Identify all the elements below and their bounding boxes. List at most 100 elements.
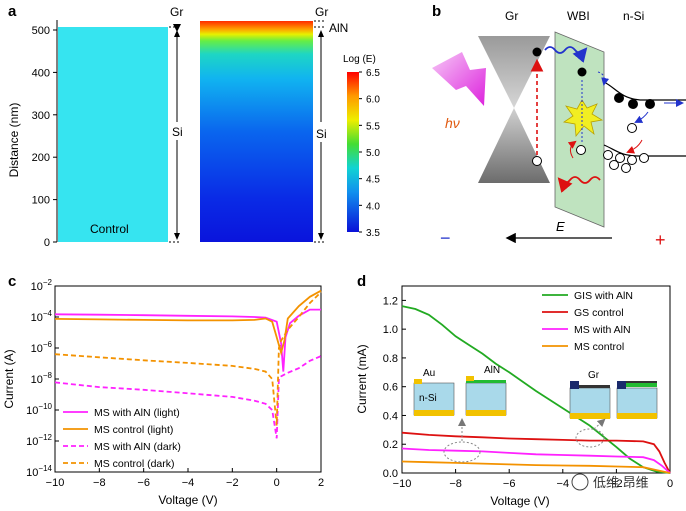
plot-d-legend-label: GIS with AlN <box>574 290 633 302</box>
plot-c-ytick-label: 10−4 <box>31 309 53 324</box>
plot-d-series-line-4 <box>401 460 671 474</box>
plot-d-legend-label: MS control <box>574 341 624 353</box>
plot-c-legend: MS with AlN (light) MS control (light) MS … <box>63 407 181 470</box>
plot-c-ylabel: Current (A) <box>2 349 16 408</box>
inset-callout-arrow-gs <box>593 418 606 430</box>
plot-d-xlabel: Voltage (V) <box>490 494 549 508</box>
plot-d-legend: GIS with AlN GS control MS with AlN MS cont… <box>542 290 633 353</box>
plot-d-series-line-3 <box>401 447 671 474</box>
plot-c-legend-label: MS with AlN (dark) <box>94 441 181 453</box>
aln-field-map <box>200 21 313 242</box>
control-si-arrowhead-top <box>174 30 180 37</box>
electron-tunnel-wave <box>544 46 588 63</box>
colorbar-tick-label: 6.0 <box>366 95 380 106</box>
label-field-e: E <box>556 219 565 234</box>
panel-a-ytick-label: 100 <box>32 195 50 207</box>
si-electron-relax-arrow <box>634 111 649 123</box>
plot-c-xtick-label: 2 <box>318 477 324 489</box>
plot-c-series-line-3 <box>54 355 322 439</box>
plot-c-series <box>54 289 322 439</box>
plot-c-legend-label: MS control (light) <box>94 424 173 436</box>
label-plus: + <box>655 230 666 250</box>
hole-wbi <box>576 145 586 155</box>
watermark-text: 低维 昂维 <box>593 475 649 490</box>
label-gr-right: Gr <box>315 5 328 19</box>
plot-d-xtick-label: −10 <box>393 478 412 490</box>
plot-d-ticks: −10 −8 −6 −4 −2 0 0.0 0.2 0.4 0.6 0.8 1.0 1.2 <box>383 295 673 490</box>
hole-si-6 <box>609 160 619 170</box>
hole-si-4 <box>627 155 637 165</box>
hole-tunnel-wave <box>557 176 601 193</box>
colorbar-tick-label: 5.5 <box>366 121 380 132</box>
inset-callout-ring-ms <box>443 441 481 463</box>
panel-a-ytick-label: 500 <box>32 25 50 37</box>
plot-d-legend-label: MS with AlN <box>574 324 631 336</box>
electron-si-3 <box>645 99 655 109</box>
plot-c-xtick-label: −4 <box>182 477 195 489</box>
label-gr-b: Gr <box>505 9 518 23</box>
hole-drift-arrow <box>567 140 577 159</box>
plot-c-ytick-label: 10−8 <box>31 371 53 386</box>
plot-d-ytick-label: 0.2 <box>383 439 398 451</box>
plot-c-ytick-label: 10−14 <box>26 464 52 479</box>
colorbar-tick-label: 6.5 <box>366 68 380 79</box>
plot-d-series-line-1 <box>401 305 671 474</box>
aln-si-arrowhead-top <box>318 30 324 37</box>
plot-c-xtick-label: −2 <box>226 477 239 489</box>
panel-a-ytick-label: 200 <box>32 152 50 164</box>
label-si-left: Si <box>172 125 183 139</box>
hole-graphene <box>532 156 542 166</box>
plot-c-series-line-2 <box>54 289 322 357</box>
plot-c-ytick-label: 10−2 <box>31 278 53 293</box>
panel-b: b Gr WBI n-Si <box>432 3 686 250</box>
colorbar-tick-label: 3.5 <box>366 228 380 239</box>
electron-wbi <box>577 67 587 77</box>
control-label: Control <box>90 222 129 236</box>
label-wbi: WBI <box>567 9 590 23</box>
si-hole-relax-arrow <box>626 139 643 154</box>
hole-si-3 <box>615 153 625 163</box>
panel-a-y-ticks: 0 100 200 300 400 500 <box>32 25 57 249</box>
inset-ms-control: Au n-Si <box>413 368 455 416</box>
plot-c-series-line-4 <box>54 291 322 426</box>
electron-si-2 <box>628 99 638 109</box>
plot-c-legend-label: MS with AlN (light) <box>94 407 180 419</box>
colorbar-tick-label: 5.0 <box>366 148 380 159</box>
plot-c-series-line-1 <box>54 308 321 372</box>
control-field-map <box>58 27 168 242</box>
electron-graphene <box>532 47 542 57</box>
hole-si-7 <box>621 163 631 173</box>
hole-si-5 <box>639 153 649 163</box>
plot-c-xtick-label: −6 <box>137 477 150 489</box>
plot-d-ytick-label: 0.8 <box>383 353 398 365</box>
panel-a: a Distance (nm) 0 100 200 300 400 500 Control… <box>7 3 380 249</box>
watermark-icon <box>571 473 589 491</box>
plot-d-xtick-label: −6 <box>503 478 516 490</box>
aln-si-arrowhead-bottom <box>318 233 324 240</box>
panel-a-ytick-label: 0 <box>44 237 50 249</box>
label-aln: AlN <box>329 21 348 35</box>
inset-callout-ring-gs <box>575 428 605 448</box>
panel-a-ytick-label: 300 <box>32 110 50 122</box>
colorbar-tick-label: 4.0 <box>366 201 380 212</box>
plot-d-ytick-label: 0.6 <box>383 382 398 394</box>
label-minus: − <box>440 228 451 248</box>
plot-c-xlabel: Voltage (V) <box>158 493 217 507</box>
hole-si-1 <box>627 123 637 133</box>
panel-c: c −10 −8 −6 −4 −2 0 2 10−14 10−12 10−10 10−8 10−6 10… <box>2 273 324 507</box>
plot-d-ytick-label: 0.4 <box>383 410 398 422</box>
light-bolt-icon <box>432 52 486 106</box>
panel-d: d −10 −8 −6 −4 −2 0 0.0 0.2 0.4 0.6 0.8 1.0 1.2 Curr… <box>355 273 673 508</box>
plot-c-ytick-label: 10−6 <box>31 340 53 355</box>
inset-gs-control: Gr <box>569 370 611 419</box>
plot-d-xtick-label: −2 <box>610 478 623 490</box>
electron-si-1 <box>614 93 624 103</box>
graphene-cone-bottom <box>478 108 550 183</box>
inset-aln-label: AlN <box>484 365 500 376</box>
plot-c-legend-label: MS control (dark) <box>94 458 175 470</box>
colorbar-ticks: 6.5 6.0 5.5 5.0 4.5 4.0 3.5 <box>359 68 380 239</box>
colorbar <box>347 72 359 232</box>
plot-d-ylabel: Current (mA) <box>355 344 369 413</box>
colorbar-title: Log (E) <box>343 54 376 65</box>
